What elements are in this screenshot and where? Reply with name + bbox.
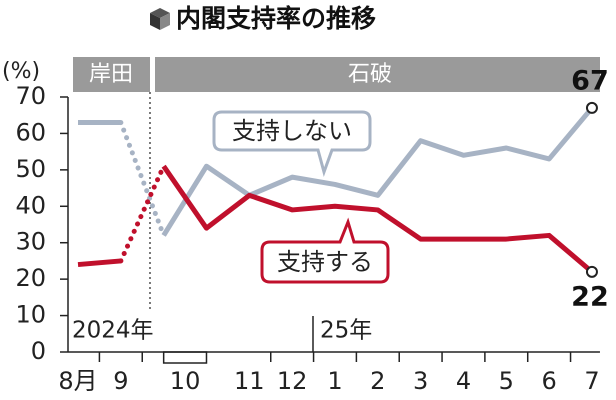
x-tick-label: 8月 — [58, 367, 97, 395]
x-tick-label: 12 — [277, 367, 308, 395]
x-tick-label: 2 — [370, 367, 385, 395]
y-tick-label: 70 — [15, 82, 46, 110]
x-tick-label: 4 — [456, 367, 471, 395]
year-label: 2024年 — [72, 318, 154, 344]
y-tick-label: 0 — [31, 337, 46, 365]
era-label: 石破 — [348, 62, 392, 87]
callout: 支持しない — [212, 110, 372, 177]
series-label: 支持しない — [232, 117, 352, 145]
title-icon — [150, 8, 170, 30]
y-tick-label: 50 — [15, 155, 46, 183]
y-tick-label: 20 — [15, 264, 46, 292]
series-line — [161, 106, 594, 237]
x-tick-label: 7 — [584, 367, 599, 395]
end-point — [585, 265, 598, 278]
series-label: 支持する — [277, 248, 373, 276]
x-tick-label: 9 — [113, 367, 128, 395]
end-label: 67 — [571, 65, 609, 96]
end-point — [585, 101, 598, 114]
x-tick-label: 11 — [234, 367, 265, 395]
x-tick-label: 6 — [541, 367, 556, 395]
x-tick-label: 10 — [170, 367, 201, 395]
callout: 支持する — [260, 217, 390, 284]
era-label: 岸田 — [89, 62, 133, 87]
end-label: 22 — [571, 281, 609, 312]
era-band — [155, 57, 600, 92]
x-span-box — [162, 351, 208, 364]
x-tick-label: 5 — [499, 367, 514, 395]
year-label: 25年 — [320, 318, 372, 344]
y-tick-label: 10 — [15, 301, 46, 329]
era-band — [73, 57, 150, 92]
series-line — [77, 258, 122, 268]
y-tick-label: 40 — [15, 191, 46, 219]
chart-title: 内閣支持率の推移 — [176, 4, 376, 33]
y-tick-label: 30 — [15, 228, 46, 256]
x-tick-label: 3 — [413, 367, 428, 395]
y-unit: (%) — [2, 59, 40, 84]
series-line-dotted — [118, 163, 167, 264]
x-tick-label: 1 — [327, 367, 342, 395]
series-line — [161, 164, 594, 274]
y-tick-label: 60 — [15, 118, 46, 146]
